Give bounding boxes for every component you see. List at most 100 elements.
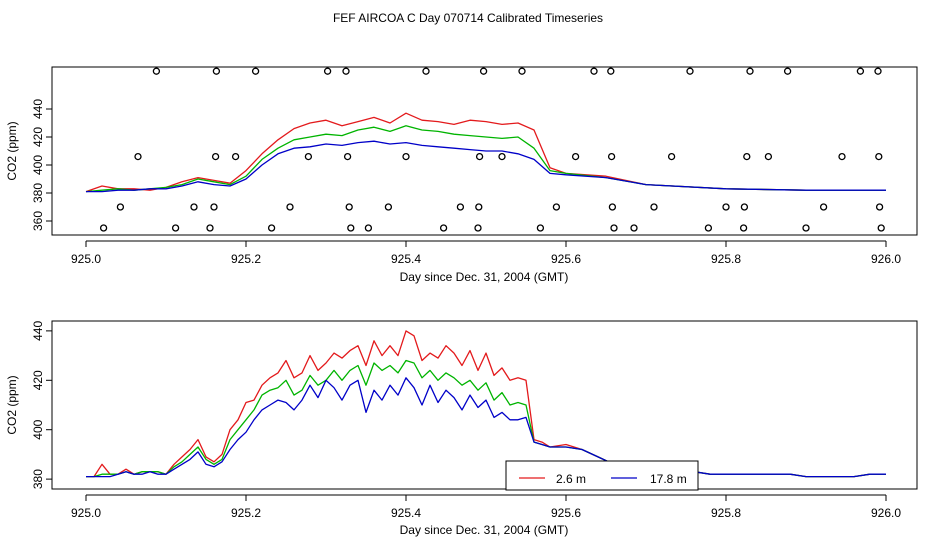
flag-marker bbox=[877, 224, 885, 232]
flag-marker bbox=[783, 67, 792, 75]
flag-marker bbox=[323, 67, 332, 75]
series-line-2-m bbox=[85, 125, 886, 193]
flag-marker bbox=[364, 224, 373, 232]
flag-marker bbox=[99, 224, 108, 232]
flag-marker bbox=[456, 203, 465, 211]
top-x-axis: 925.0 925.2 925.4 925.6 925.8 926.0 bbox=[71, 240, 901, 266]
flag-marker bbox=[819, 203, 828, 211]
x-tick-label: 926.0 bbox=[871, 252, 901, 266]
x-tick-label: 925.2 bbox=[231, 252, 261, 266]
x-tick-label: 925.8 bbox=[711, 252, 741, 266]
flag-marker bbox=[874, 67, 882, 75]
y-tick-label: 400 bbox=[31, 419, 45, 439]
flag-marker bbox=[251, 67, 260, 75]
top-series-group bbox=[85, 112, 886, 193]
flag-marker bbox=[571, 152, 580, 161]
flag-marker bbox=[171, 224, 180, 232]
x-tick-label: 925.8 bbox=[711, 506, 741, 520]
series-line-2-6-m bbox=[85, 112, 886, 193]
flag-marker bbox=[384, 203, 393, 211]
flag-marker bbox=[739, 224, 748, 232]
flag-marker bbox=[475, 203, 483, 211]
y-tick-label: 440 bbox=[31, 99, 45, 119]
flag-marker bbox=[342, 67, 350, 75]
y-tick-label: 420 bbox=[31, 370, 45, 390]
co2-panel-bottom: 925.0 925.2 925.4 925.6 925.8 926.0 380 400 420… bbox=[5, 320, 918, 537]
y-tick-label: 380 bbox=[31, 183, 45, 203]
bottom-y-axis-label: CO2 (ppm) bbox=[5, 375, 19, 434]
series-line-2-m bbox=[86, 359, 886, 478]
flag-marker bbox=[134, 152, 142, 161]
y-tick-label: 420 bbox=[31, 127, 45, 147]
y-tick-label: 360 bbox=[31, 211, 45, 231]
flag-marker bbox=[650, 203, 658, 211]
bottom-x-axis-label: Day since Dec. 31, 2004 (GMT) bbox=[400, 523, 569, 537]
flag-marker bbox=[286, 203, 294, 211]
flag-marker bbox=[345, 203, 353, 211]
legend-label-17-8m: 17.8 m bbox=[650, 472, 687, 486]
flag-marker bbox=[630, 224, 638, 232]
flag-marker bbox=[439, 224, 448, 232]
legend-box bbox=[505, 460, 699, 491]
flag-marker bbox=[536, 224, 545, 232]
figure-title: FEF AIRCOA C Day 070714 Calibrated Times… bbox=[333, 11, 603, 25]
x-tick-label: 925.4 bbox=[391, 506, 421, 520]
top-flag-markers bbox=[99, 67, 885, 232]
flag-marker bbox=[608, 203, 617, 211]
flag-marker bbox=[667, 152, 676, 161]
flag-marker bbox=[838, 152, 846, 161]
flag-marker bbox=[212, 67, 221, 75]
flag-marker bbox=[479, 67, 488, 75]
flag-marker bbox=[722, 203, 730, 211]
series-line-17-8-m bbox=[86, 377, 886, 478]
flag-marker bbox=[304, 152, 313, 161]
flag-marker bbox=[875, 203, 884, 211]
x-tick-label: 925.0 bbox=[71, 252, 101, 266]
legend-label-2-6m: 2.6 m bbox=[556, 472, 586, 486]
flag-marker bbox=[343, 152, 352, 161]
x-tick-label: 925.4 bbox=[391, 252, 421, 266]
series-line-17-8-m bbox=[86, 140, 886, 193]
y-tick-label: 380 bbox=[31, 469, 45, 489]
flag-marker bbox=[231, 152, 240, 161]
y-tick-label: 400 bbox=[31, 155, 45, 175]
flag-marker bbox=[802, 224, 810, 232]
flag-marker bbox=[740, 203, 749, 211]
flag-marker bbox=[743, 152, 751, 161]
bottom-series-group bbox=[86, 330, 886, 478]
flag-marker bbox=[210, 203, 218, 211]
flag-marker bbox=[686, 67, 694, 75]
top-x-axis-label: Day since Dec. 31, 2004 (GMT) bbox=[400, 270, 569, 284]
legend: 2.6 m 17.8 m bbox=[505, 460, 699, 491]
flag-marker bbox=[875, 152, 883, 161]
flag-marker bbox=[152, 67, 161, 75]
flag-marker bbox=[552, 203, 561, 211]
flag-marker bbox=[190, 203, 198, 211]
flag-marker bbox=[590, 67, 598, 75]
x-tick-label: 925.6 bbox=[551, 506, 581, 520]
flag-marker bbox=[211, 152, 220, 161]
series-line-2-6-m bbox=[86, 330, 886, 478]
top-y-axis: 360 380 400 420 440 bbox=[31, 99, 53, 231]
y-tick-label: 440 bbox=[31, 321, 45, 341]
flag-marker bbox=[116, 203, 125, 211]
x-tick-label: 925.0 bbox=[71, 506, 101, 520]
flag-marker bbox=[518, 67, 526, 75]
co2-panel-top: 925.0 925.2 925.4 925.6 925.8 926.0 360 380 400… bbox=[5, 66, 918, 284]
top-y-axis-label: CO2 (ppm) bbox=[5, 121, 19, 180]
flag-marker bbox=[704, 224, 713, 232]
flag-marker bbox=[267, 224, 276, 232]
flag-marker bbox=[610, 224, 618, 232]
flag-marker bbox=[402, 152, 410, 161]
flag-marker bbox=[206, 224, 214, 232]
flag-marker bbox=[347, 224, 355, 232]
x-tick-label: 926.0 bbox=[871, 506, 901, 520]
x-tick-label: 925.2 bbox=[231, 506, 261, 520]
flag-marker bbox=[746, 67, 754, 75]
flag-marker bbox=[607, 67, 615, 75]
bottom-x-axis: 925.0 925.2 925.4 925.6 925.8 926.0 bbox=[71, 494, 901, 520]
flag-marker bbox=[764, 152, 773, 161]
bottom-y-axis: 380 400 420 440 bbox=[31, 321, 53, 489]
flag-marker bbox=[498, 152, 506, 161]
